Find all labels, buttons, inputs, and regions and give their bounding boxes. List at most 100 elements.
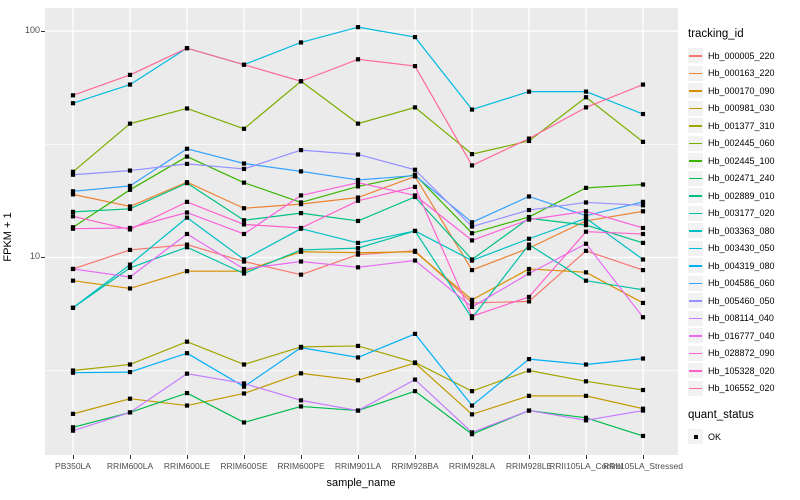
data-point-Hb_000163_220 <box>355 195 361 200</box>
data-point-Hb_008114_040 <box>355 408 361 413</box>
legend-key-swatch <box>688 100 703 116</box>
data-point-Hb_002445_060 <box>526 138 532 144</box>
data-point-Hb_002445_100 <box>355 184 361 189</box>
legend-key-swatch <box>688 153 703 169</box>
data-point-Hb_105328_020 <box>298 225 304 231</box>
quant-ok-square-icon <box>693 434 698 439</box>
legend-label: Hb_002445_100 <box>708 155 775 166</box>
data-point-Hb_105328_020 <box>583 229 589 234</box>
data-point-Hb_000981_030 <box>526 393 532 398</box>
data-point-Hb_000170_090 <box>355 250 361 255</box>
legend-key-swatch <box>688 310 703 326</box>
data-point-Hb_028872_090 <box>241 231 247 237</box>
data-point-Hb_028872_090 <box>355 180 361 185</box>
data-point-Hb_000170_090 <box>640 300 646 306</box>
legend-item-Hb_005460_050: Hb_005460_050 <box>688 292 800 310</box>
legend-label: Hb_000981_030 <box>708 103 775 114</box>
data-point-Hb_000163_220 <box>583 218 589 224</box>
x-tick-mark <box>73 455 74 459</box>
x-tick-label-RRII105LA_Stressed: RRII105LA_Stressed <box>603 461 683 471</box>
data-point-Hb_105328_020 <box>70 214 76 219</box>
legend-key-line <box>689 317 702 320</box>
data-point-Hb_016777_040 <box>298 259 304 264</box>
data-point-Hb_000163_220 <box>640 209 646 214</box>
data-point-Hb_004319_080 <box>241 384 247 389</box>
data-point-Hb_000981_030 <box>241 391 247 396</box>
data-point-Hb_003363_080 <box>241 257 247 262</box>
data-point-Hb_106552_020 <box>583 105 589 110</box>
legend-key-line <box>689 177 702 180</box>
legend-item-Hb_000005_220: Hb_000005_220 <box>688 47 800 65</box>
data-point-Hb_002471_240 <box>241 420 247 425</box>
data-point-Hb_003363_080 <box>412 228 418 234</box>
data-point-Hb_005460_050 <box>640 203 646 208</box>
data-point-Hb_002889_010 <box>127 206 133 211</box>
data-point-Hb_016777_040 <box>127 274 133 280</box>
legend-item-Hb_003430_050: Hb_003430_050 <box>688 240 800 258</box>
legend-label: Hb_003430_050 <box>708 243 775 254</box>
data-point-Hb_002445_060 <box>469 152 475 157</box>
legend-label: Hb_106552_020 <box>708 383 775 394</box>
legend-label: Hb_004586_060 <box>708 278 775 289</box>
legend-item-Hb_000163_220: Hb_000163_220 <box>688 65 800 83</box>
data-point-Hb_000170_090 <box>241 269 247 274</box>
data-point-Hb_000005_220 <box>469 300 475 306</box>
x-tick-mark <box>586 455 587 459</box>
data-point-Hb_028872_090 <box>583 209 589 214</box>
data-point-Hb_002445_100 <box>184 154 190 159</box>
legend-label: Hb_004319_080 <box>708 260 775 271</box>
data-point-Hb_008114_040 <box>526 408 532 413</box>
x-tick-label-PB350LA: PB350LA <box>55 461 91 471</box>
x-tick-mark <box>244 455 245 459</box>
data-point-Hb_000170_090 <box>469 297 475 302</box>
x-tick-label-RRIM928LA: RRIM928LA <box>448 461 496 471</box>
data-point-Hb_008114_040 <box>412 377 418 382</box>
legend-key-swatch <box>688 258 703 274</box>
legend-item-Hb_002445_060: Hb_002445_060 <box>688 135 800 153</box>
x-tick-label-RRIM901LA: RRIM901LA <box>334 461 382 471</box>
data-point-Hb_004319_080 <box>583 362 589 367</box>
data-point-Hb_016777_040 <box>355 265 361 270</box>
data-point-Hb_000170_090 <box>583 270 589 275</box>
x-tick-mark <box>301 455 302 459</box>
x-tick-mark <box>415 455 416 459</box>
data-point-Hb_105328_020 <box>127 227 133 232</box>
data-point-Hb_004319_080 <box>70 370 76 375</box>
data-point-Hb_000981_030 <box>469 412 475 417</box>
data-point-Hb_004319_080 <box>640 356 646 361</box>
legend-item-Hb_106552_020: Hb_106552_020 <box>688 380 800 398</box>
legend-item-Hb_028872_090: Hb_028872_090 <box>688 345 800 363</box>
x-tick-mark <box>130 455 131 459</box>
x-tick-mark <box>529 455 530 459</box>
legend-label: Hb_003177_020 <box>708 208 775 219</box>
legend-item-quant-OK: OK <box>688 428 800 446</box>
data-point-Hb_004319_080 <box>469 403 475 408</box>
data-point-Hb_003430_050 <box>583 89 589 94</box>
data-point-Hb_002889_010 <box>184 181 190 186</box>
legend-title-quant-status: quant_status <box>688 409 754 421</box>
x-tick-label-RRIM928BA: RRIM928BA <box>391 461 439 471</box>
data-point-Hb_005460_050 <box>583 200 589 205</box>
data-point-Hb_003177_020 <box>355 246 361 251</box>
legend-key-swatch <box>688 328 703 344</box>
data-point-Hb_000170_090 <box>412 249 418 254</box>
data-point-Hb_004586_060 <box>127 183 133 189</box>
data-point-Hb_004319_080 <box>127 369 133 375</box>
data-point-Hb_004586_060 <box>298 169 304 174</box>
data-point-Hb_003430_050 <box>355 25 361 30</box>
x-tick-label-RRIM600LA: RRIM600LA <box>106 461 154 471</box>
data-point-Hb_002445_060 <box>583 95 589 100</box>
data-point-Hb_105328_020 <box>640 231 646 237</box>
data-point-Hb_004319_080 <box>355 355 361 360</box>
data-point-Hb_002889_010 <box>583 223 589 228</box>
data-point-Hb_002445_060 <box>127 121 133 126</box>
data-point-Hb_004586_060 <box>184 146 190 151</box>
data-point-Hb_004586_060 <box>355 177 361 183</box>
legend-label: Hb_002445_060 <box>708 138 775 149</box>
data-point-Hb_016777_040 <box>640 315 646 320</box>
legend-key-swatch <box>688 363 703 379</box>
legend-key-line <box>689 247 702 250</box>
data-point-Hb_002889_010 <box>640 240 646 246</box>
legend-key-swatch <box>688 275 703 291</box>
legend-label: Hb_105328_020 <box>708 365 775 376</box>
